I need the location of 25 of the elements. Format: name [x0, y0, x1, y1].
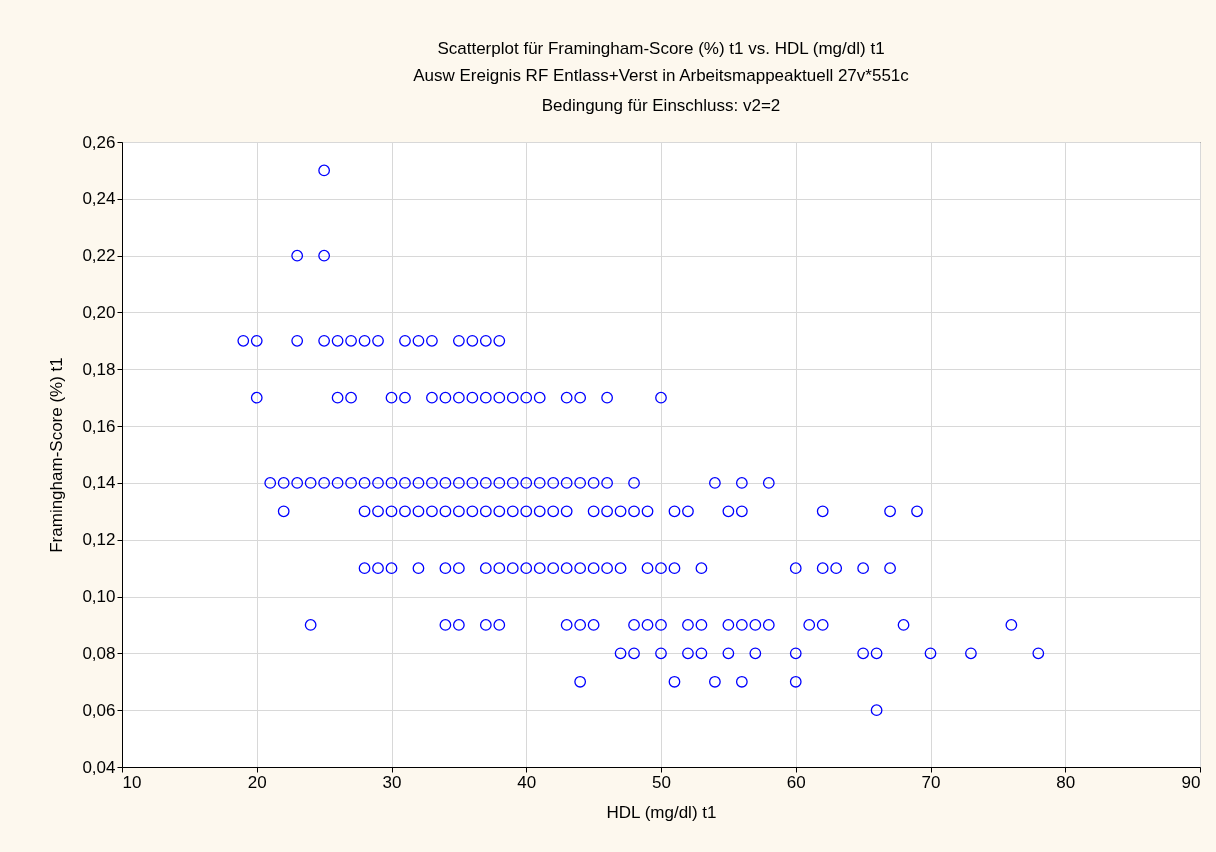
x-tick-label: 60	[786, 772, 806, 792]
x-tick-label: 40	[517, 772, 537, 792]
y-tick-label: 0,06	[82, 700, 116, 720]
y-tick-label: 0,20	[82, 302, 116, 322]
x-tick-label: 10	[122, 772, 142, 792]
x-tick-label: 80	[1056, 772, 1076, 792]
y-tick-label: 0,08	[82, 643, 116, 663]
y-tick-label: 0,24	[82, 189, 116, 209]
y-tick-label: 0,18	[82, 359, 116, 379]
y-tick-label: 0,12	[82, 530, 116, 550]
y-axis-title: Framingham-Score (%) t1	[47, 357, 67, 553]
y-tick-label: 0,22	[82, 246, 116, 266]
y-tick-label: 0,14	[82, 473, 116, 493]
x-axis-title: HDL (mg/dl) t1	[606, 802, 717, 822]
y-tick-label: 0,26	[82, 132, 116, 152]
y-tick-label: 0,16	[82, 416, 116, 436]
chart-title: Scatterplot für Framingham-Score (%) t1 vs. HDL (mg/dl) t1	[437, 39, 885, 58]
x-tick-label: 20	[247, 772, 267, 792]
x-tick-label: 30	[382, 772, 402, 792]
x-tick-label: 90	[1181, 772, 1201, 792]
y-tick-label: 0,10	[82, 587, 116, 607]
x-tick-label: 70	[921, 772, 941, 792]
y-tick-label: 0,04	[82, 757, 116, 777]
x-tick-label: 50	[652, 772, 671, 792]
chart-subtitle: Ausw Ereignis RF Entlass+Verst in Arbeitsmappeaktuell 27v*551c Bedingung für Einschluss: v2=2	[413, 66, 910, 115]
